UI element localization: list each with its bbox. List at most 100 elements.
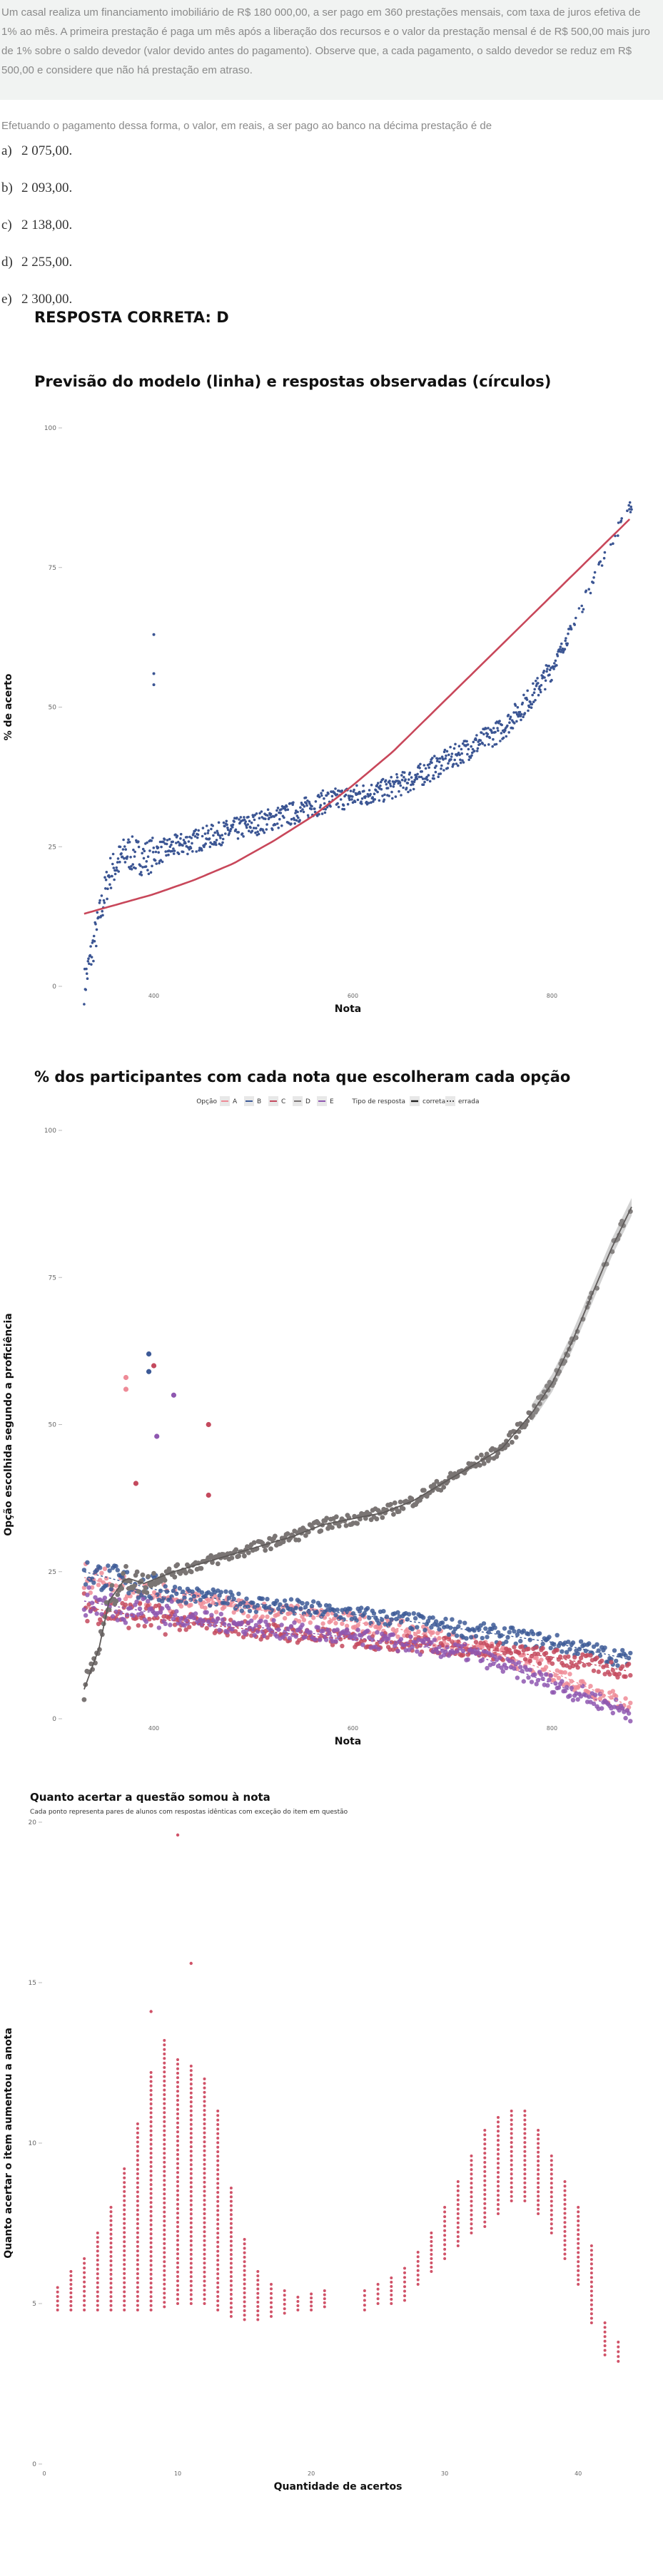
score-gain-point	[256, 2279, 260, 2282]
observed-point	[304, 796, 308, 799]
score-gain-point	[163, 2093, 166, 2096]
score-gain-point	[96, 2294, 99, 2298]
observed-point	[318, 812, 320, 816]
option-d-point	[303, 1533, 308, 1538]
observed-point	[115, 866, 118, 869]
score-gain-point	[577, 2260, 580, 2264]
score-gain-point	[497, 2143, 500, 2147]
observed-point	[219, 837, 222, 839]
option-c-point	[543, 1650, 549, 1656]
score-gain-point	[443, 2243, 447, 2247]
score-gain-point	[189, 2239, 193, 2242]
observed-point	[371, 796, 374, 799]
observed-point	[376, 790, 379, 794]
option-b[interactable]: b) 2 093,00.	[0, 180, 663, 218]
score-gain-point	[443, 2229, 447, 2232]
observed-point	[515, 713, 519, 716]
observed-point	[108, 883, 111, 886]
observed-point	[427, 774, 430, 777]
option-c-point	[628, 1672, 633, 1678]
option-d[interactable]: d) 2 255,00.	[0, 255, 663, 292]
observed-point	[111, 874, 113, 878]
observed-point	[409, 789, 412, 792]
score-gain-point	[56, 2290, 59, 2294]
option-b-point	[274, 1598, 280, 1603]
score-gain-point	[243, 2260, 246, 2264]
option-a-point	[553, 1672, 558, 1678]
score-gain-point	[203, 2104, 206, 2107]
score-gain-point	[470, 2213, 473, 2217]
option-c[interactable]: c) 2 138,00.	[0, 218, 663, 255]
observed-point	[112, 867, 116, 869]
option-b-point	[226, 1595, 232, 1600]
option-text: 2 138,00.	[21, 218, 73, 232]
score-gain-point	[69, 2291, 73, 2294]
score-gain-point	[189, 2217, 193, 2220]
option-b-point	[172, 1585, 178, 1590]
observed-point	[381, 794, 384, 797]
observed-point	[321, 789, 325, 792]
observed-point	[226, 823, 228, 827]
observed-point	[93, 940, 96, 943]
option-e-point	[212, 1622, 218, 1628]
option-b-point	[199, 1590, 205, 1595]
option-e[interactable]: e) 2 300,00.	[0, 292, 663, 329]
option-b-point	[433, 1619, 439, 1624]
score-gain-point	[136, 2209, 139, 2212]
x-axis-label: Quantidade de acertos	[274, 2481, 403, 2493]
option-e-point	[480, 1657, 485, 1662]
score-gain-point	[483, 2193, 487, 2196]
observed-point	[558, 648, 562, 651]
observed-point	[226, 826, 229, 829]
observed-point	[116, 857, 120, 860]
score-gain-point	[189, 2122, 193, 2126]
score-gain-point	[216, 2209, 220, 2212]
score-gain-point	[189, 2199, 193, 2202]
observed-point	[283, 816, 285, 819]
score-gain-point	[497, 2125, 500, 2128]
observed-point	[231, 823, 235, 827]
score-gain-point	[537, 2203, 540, 2207]
score-gain-point	[176, 2234, 179, 2237]
option-a-point	[201, 1600, 206, 1605]
score-gain-point	[69, 2304, 73, 2307]
score-gain-point	[243, 2318, 246, 2321]
observed-point	[511, 727, 515, 730]
observed-point	[308, 802, 311, 805]
score-gain-point	[109, 2237, 113, 2240]
observed-point	[201, 834, 204, 838]
score-gain-point	[563, 2252, 567, 2256]
score-gain-point	[216, 2155, 220, 2158]
observed-point	[213, 831, 217, 834]
option-b-point	[548, 1645, 553, 1650]
option-e-point	[534, 1682, 539, 1687]
observed-point	[195, 850, 198, 853]
score-gain-point	[550, 2177, 553, 2180]
score-gain-point	[296, 2296, 300, 2299]
score-gain-point	[456, 2198, 460, 2202]
observed-point	[241, 832, 244, 835]
observed-point	[153, 859, 157, 862]
observed-point	[408, 778, 410, 781]
score-gain-point	[537, 2172, 540, 2176]
score-gain-point	[176, 2297, 179, 2301]
observed-point	[460, 747, 463, 751]
score-gain-point	[510, 2127, 513, 2131]
score-gain-point	[229, 2279, 233, 2283]
observed-point	[459, 761, 462, 765]
observed-point	[617, 521, 620, 524]
score-gain-point	[123, 2309, 126, 2311]
score-gain-point	[136, 2244, 139, 2248]
score-gain-point	[149, 2205, 153, 2209]
option-a[interactable]: a) 2 075,00.	[0, 143, 663, 180]
x-tick-label: 800	[547, 1725, 557, 1732]
y-axis-label: % de acerto	[3, 673, 14, 740]
observed-point	[324, 807, 328, 811]
option-a-trend-line	[83, 1577, 628, 1706]
score-gain-point	[483, 2129, 487, 2132]
option-e-point	[430, 1649, 435, 1654]
observed-point	[271, 828, 274, 832]
score-gain-point	[589, 2249, 593, 2252]
option-e-point	[628, 1719, 633, 1724]
score-gain-point	[510, 2190, 513, 2194]
